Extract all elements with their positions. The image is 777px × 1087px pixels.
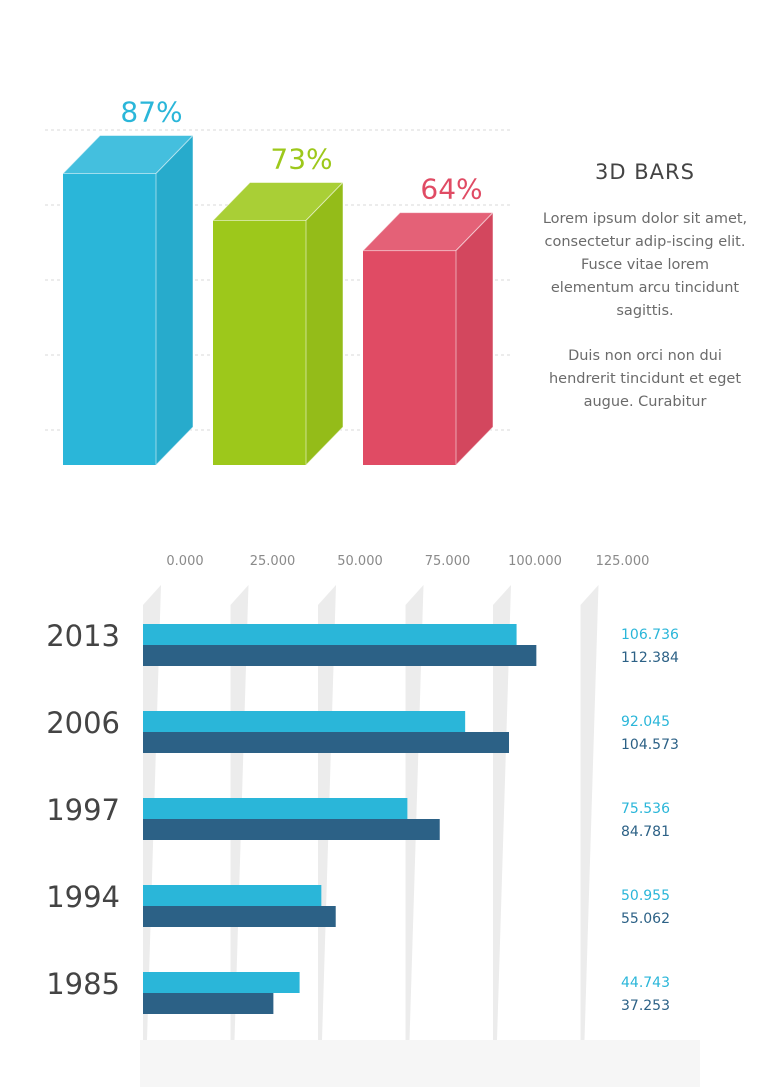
data-bar — [143, 972, 300, 993]
year-label: 2013 — [46, 619, 120, 653]
data-bar — [143, 624, 517, 645]
grid-band — [405, 585, 424, 1040]
value-label: 112.384 — [621, 650, 679, 666]
value-label: 44.743 — [621, 975, 670, 991]
value-label: 37.253 — [621, 998, 670, 1014]
3d-bar-chart: 87% 73% 64% — [45, 96, 512, 467]
data-bar — [143, 885, 322, 906]
bar-value-label: 73% — [270, 142, 332, 175]
x-tick-label: 0.000 — [166, 554, 203, 569]
side-panel-paragraph-2: Duis non orci non dui hendrerit tincidun… — [548, 348, 742, 410]
x-tick-label: 75.000 — [425, 554, 471, 569]
data-bar — [143, 906, 336, 927]
year-label: 2006 — [46, 706, 120, 740]
x-tick-label: 125.000 — [596, 554, 650, 569]
bar-3d — [211, 181, 345, 467]
bar-3d — [61, 134, 195, 467]
grid-band — [580, 585, 599, 1040]
x-tick-label: 50.000 — [337, 554, 383, 569]
year-label: 1994 — [46, 880, 120, 914]
data-bar — [143, 993, 274, 1014]
bar-side-face — [155, 134, 194, 467]
bar-front-face — [213, 220, 306, 465]
value-label: 55.062 — [621, 911, 670, 927]
bar-3d — [361, 211, 495, 467]
value-label: 92.045 — [621, 714, 670, 730]
bar-front-face — [63, 173, 156, 466]
year-label: 1997 — [46, 793, 120, 827]
bar-side-face — [455, 211, 494, 467]
value-label: 104.573 — [621, 737, 679, 753]
value-label: 106.736 — [621, 627, 679, 643]
grid-band — [493, 585, 511, 1040]
side-panel-paragraph-1: Lorem ipsum dolor sit amet, consectetur … — [542, 211, 748, 319]
bar-side-face — [305, 181, 344, 467]
x-tick-label: 25.000 — [250, 554, 296, 569]
side-panel-title: 3D BARS — [595, 160, 695, 184]
data-bar — [143, 732, 510, 753]
x-tick-label: 100.000 — [508, 554, 562, 569]
horizontal-bar-chart: 0.000 25.000 50.000 75.000 100.000 125.000 201… — [46, 554, 700, 1087]
bar-front-face — [363, 250, 456, 465]
bar-value-label: 87% — [120, 96, 182, 129]
value-label: 75.536 — [621, 801, 670, 817]
data-bar — [143, 798, 408, 819]
data-bar — [143, 645, 537, 666]
chart-floor — [140, 1040, 700, 1087]
data-bar — [143, 819, 440, 840]
year-label: 1985 — [46, 967, 120, 1001]
side-panel: 3D BARS Lorem ipsum dolor sit amet, cons… — [540, 160, 750, 436]
value-label: 84.781 — [621, 824, 670, 840]
value-label: 50.955 — [621, 888, 670, 904]
data-bar — [143, 711, 466, 732]
bar-value-label: 64% — [420, 173, 482, 206]
